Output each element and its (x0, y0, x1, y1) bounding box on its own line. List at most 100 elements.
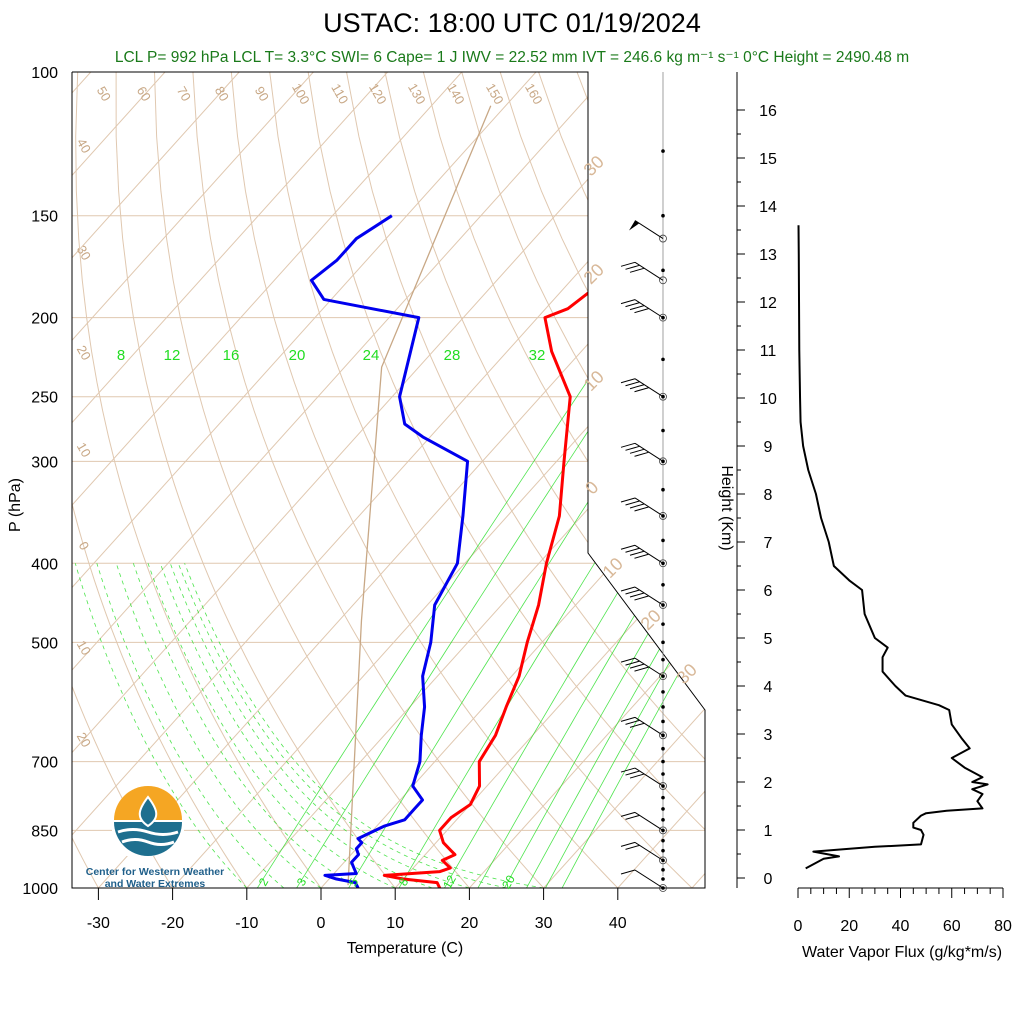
barb-level-dot (661, 487, 665, 492)
wind-barb (620, 811, 667, 835)
mixing-ratio-line (296, 366, 631, 888)
isotherm-line (72, 72, 166, 888)
height-tick-label: 14 (759, 199, 777, 216)
isotherm-line (691, 72, 705, 888)
dry-adiabat-line (307, 72, 705, 888)
wind-barb (620, 442, 667, 466)
x-tick-label: 30 (535, 915, 553, 932)
wind-barb (620, 544, 667, 568)
y-tick-label: 300 (31, 454, 58, 471)
y-tick-label: 700 (31, 755, 58, 772)
dry-adiabat-line (72, 72, 248, 888)
barb-level-dot (661, 657, 665, 662)
y-tick-label: 250 (31, 390, 58, 407)
y-axis-label: P (hPa) (7, 478, 24, 532)
mixing-ratio-line (256, 366, 597, 888)
barb-level-dot (661, 690, 665, 694)
isotherm-line (394, 72, 705, 888)
x-tick-label: -10 (235, 915, 258, 932)
height-tick-label: 0 (764, 871, 773, 888)
wind-barb (620, 716, 667, 740)
isotherm-line (72, 72, 611, 888)
mixing-ratio-label: 28 (444, 347, 461, 364)
y-tick-label: 100 (31, 65, 58, 82)
mixing-ratio-label-bottom: 12 (440, 872, 459, 891)
barb-level-dot (661, 719, 665, 724)
moist-adiabat-line (74, 563, 248, 888)
y-tick-label: 150 (31, 209, 58, 226)
barb-level-dot (661, 357, 665, 362)
dry-adiabat-line (192, 72, 544, 888)
mixing-ratio-label: 32 (529, 347, 546, 364)
barb-level-dot (661, 705, 665, 709)
mixing-ratio-line (444, 366, 705, 888)
wind-barb (620, 378, 667, 401)
theta-label: 160 (522, 81, 546, 107)
mixing-ratio-label-bottom: 20 (499, 872, 518, 891)
dry-adiabat-line (538, 72, 705, 888)
dry-adiabat-line (384, 72, 705, 888)
height-tick-label: 16 (759, 103, 777, 120)
water-vapor-flux-line (797, 225, 989, 870)
barb-level-dot (661, 428, 665, 433)
theta-label: 130 (405, 81, 429, 107)
mixing-ratio-label: 24 (363, 347, 380, 364)
theta-label-left: 40 (74, 136, 94, 156)
theta-label: 60 (134, 84, 154, 104)
wind-barb (620, 497, 667, 520)
mixing-ratio-label-bottom: 8 (396, 875, 412, 888)
height-tick-label: 4 (764, 679, 773, 696)
mixing-ratio-label-bottom: 5 (346, 875, 362, 888)
mixing-ratio-label-bottom: 3 (294, 875, 310, 888)
moist-adiabat-line (115, 563, 322, 888)
dry-adiabat-line (75, 72, 322, 888)
isotherm-line (172, 72, 705, 888)
height-tick-label: 11 (760, 343, 777, 360)
height-tick-label: 2 (764, 775, 773, 792)
wind-barb (620, 767, 667, 790)
isotherm-line (72, 72, 314, 888)
x-tick-label: 10 (386, 915, 404, 932)
moist-adiabat-line (147, 563, 396, 888)
isotherm-label: 10 (599, 554, 627, 582)
dry-adiabat-line (422, 72, 705, 888)
barb-level-dot (661, 149, 665, 153)
logo-caption-line1: Center for Western Weather (85, 866, 225, 878)
height-tick-label: 6 (764, 583, 773, 600)
cw3e-logo (112, 786, 184, 856)
isotherm-line (469, 72, 705, 888)
barb-level-dot (661, 268, 665, 273)
theta-label-left: 0 (76, 539, 93, 553)
theta-label-left: 10 (74, 638, 94, 658)
isotherm-label: 30 (673, 660, 701, 688)
mixing-ratio-label: 20 (289, 347, 306, 364)
theta-label: 70 (174, 84, 194, 104)
temperature-line (382, 214, 690, 888)
moist-adiabat-line (96, 563, 285, 888)
theta-label: 100 (289, 81, 313, 107)
mixing-ratio-line (504, 366, 705, 888)
chart-subtitle: LCL P= 992 hPa LCL T= 3.3°C SWI= 6 Cape=… (114, 49, 910, 66)
chart-title: USTAC: 18:00 UTC 01/19/2024 (323, 8, 701, 38)
dry-adiabat-line (154, 72, 470, 888)
wind-barb (620, 261, 667, 285)
isotherm-line (246, 72, 705, 888)
height-tick-label: 15 (759, 151, 777, 168)
barb-level-dot (661, 640, 665, 645)
dry-adiabat-line (230, 72, 619, 888)
isotherm-line (72, 72, 240, 888)
wind-barb (629, 220, 667, 243)
y-tick-label: 200 (31, 311, 58, 328)
barb-level-dot (661, 795, 665, 800)
skew-t-frame (71, 71, 706, 889)
wind-barb (620, 586, 667, 609)
theta-label: 80 (212, 84, 232, 104)
wind-barb (620, 869, 667, 892)
flux-x-tick-label: 20 (840, 918, 858, 935)
theta-label-left: 20 (74, 730, 94, 750)
barb-level-dot (661, 807, 665, 811)
flux-x-tick-label: 60 (943, 918, 961, 935)
moist-adiabat-line (184, 563, 544, 888)
logo-caption: Center for Western Weather and Water Ext… (70, 866, 240, 890)
